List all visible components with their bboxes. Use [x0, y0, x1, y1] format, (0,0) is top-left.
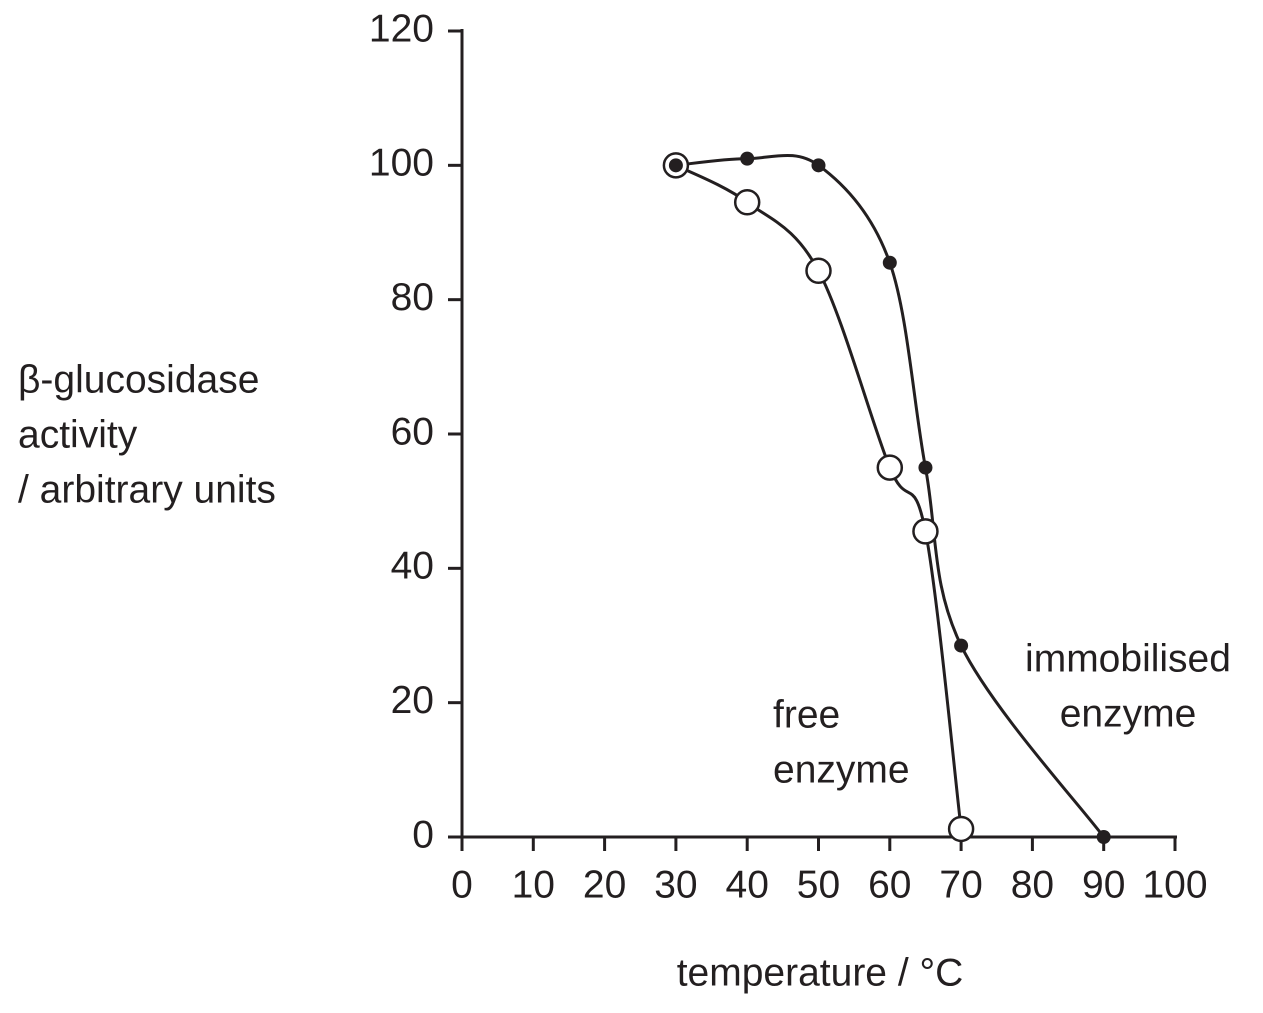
y-tick-label: 80 [391, 276, 434, 319]
point [668, 158, 683, 173]
y-tick-label: 60 [391, 410, 434, 453]
point [876, 454, 904, 481]
point [733, 189, 761, 216]
y-axis-label: activity [18, 413, 138, 456]
x-tick-label: 50 [797, 863, 840, 906]
point [811, 158, 826, 173]
x-tick-label: 70 [939, 863, 982, 906]
annotation: immobilised [1025, 637, 1231, 680]
y-tick-label: 100 [369, 142, 434, 185]
x-tick-label: 60 [868, 863, 911, 906]
annotation: free [773, 693, 840, 736]
y-tick-label: 40 [391, 545, 434, 588]
y-tick-label: 20 [391, 679, 434, 722]
x-tick-label: 80 [1011, 863, 1054, 906]
x-tick-label: 20 [583, 863, 626, 906]
point [805, 257, 832, 285]
point [1096, 830, 1111, 844]
point [947, 815, 975, 843]
curve [675, 153, 1105, 838]
annotation: enzyme [773, 748, 910, 791]
x-tick-label: 90 [1082, 863, 1125, 906]
x-tick-label: 30 [654, 863, 697, 906]
y-tick-label: 0 [412, 813, 434, 856]
x-tick-label: 0 [451, 863, 473, 906]
x-tick-label: 100 [1142, 863, 1207, 906]
point [954, 638, 969, 653]
y-tick-label: 120 [369, 7, 434, 50]
point [912, 518, 939, 545]
x-tick-label: 40 [726, 863, 769, 906]
point [918, 460, 933, 475]
point [882, 255, 897, 270]
y-axis-label: / arbitrary units [18, 468, 276, 511]
y-axis-label: β-glucosidase [18, 358, 259, 401]
annotation: enzyme [1060, 692, 1197, 735]
point [740, 151, 755, 166]
x-axis-label: temperature / °C [677, 951, 964, 994]
x-tick-label: 10 [512, 863, 555, 906]
